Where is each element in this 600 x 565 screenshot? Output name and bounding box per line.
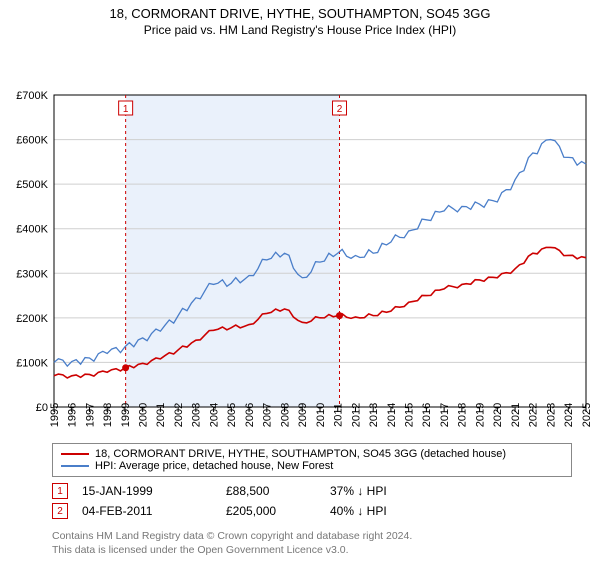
- svg-text:2010: 2010: [315, 403, 327, 427]
- svg-text:2008: 2008: [279, 403, 291, 427]
- page-container: 18, CORMORANT DRIVE, HYTHE, SOUTHAMPTON,…: [0, 0, 600, 557]
- license-text: Contains HM Land Registry data © Crown c…: [52, 529, 572, 557]
- svg-text:£300K: £300K: [16, 268, 48, 280]
- events-table: 1 15-JAN-1999 £88,500 37% ↓ HPI 2 04-FEB…: [52, 483, 572, 519]
- event-price: £205,000: [226, 504, 316, 518]
- svg-text:2006: 2006: [244, 403, 256, 427]
- event-price: £88,500: [226, 484, 316, 498]
- svg-text:2005: 2005: [226, 403, 238, 427]
- svg-text:2014: 2014: [386, 403, 398, 427]
- svg-text:2002: 2002: [173, 403, 185, 427]
- titles: 18, CORMORANT DRIVE, HYTHE, SOUTHAMPTON,…: [0, 0, 600, 37]
- svg-text:2019: 2019: [474, 403, 486, 427]
- event-date: 15-JAN-1999: [82, 484, 212, 498]
- svg-text:2023: 2023: [545, 403, 557, 427]
- svg-text:2: 2: [337, 104, 343, 115]
- svg-text:2022: 2022: [528, 403, 540, 427]
- event-pct: 40% ↓ HPI: [330, 504, 440, 518]
- svg-text:£200K: £200K: [16, 313, 48, 325]
- chart: £0 £100K £200K £300K £400K £500K £600K £700K 1 2 1…: [0, 37, 600, 437]
- svg-text:2021: 2021: [510, 403, 522, 427]
- svg-text:£100K: £100K: [16, 357, 48, 369]
- event-date: 04-FEB-2011: [82, 504, 212, 518]
- svg-text:1996: 1996: [67, 403, 79, 427]
- svg-text:1998: 1998: [102, 403, 114, 427]
- event-marker: 1: [52, 483, 68, 499]
- legend-label: HPI: Average price, detached house, New …: [95, 460, 333, 472]
- chart-svg: £0 £100K £200K £300K £400K £500K £600K £700K 1 2 1…: [0, 37, 600, 437]
- event-row: 1 15-JAN-1999 £88,500 37% ↓ HPI: [52, 483, 572, 499]
- svg-text:2000: 2000: [138, 403, 150, 427]
- svg-text:2011: 2011: [333, 403, 345, 427]
- legend-label: 18, CORMORANT DRIVE, HYTHE, SOUTHAMPTON,…: [95, 448, 506, 460]
- svg-text:2013: 2013: [368, 403, 380, 427]
- legend-swatch: [61, 465, 89, 467]
- svg-text:1999: 1999: [120, 403, 132, 427]
- svg-text:2025: 2025: [581, 403, 593, 427]
- svg-text:2004: 2004: [208, 403, 220, 427]
- svg-text:£500K: £500K: [16, 179, 48, 191]
- svg-text:2003: 2003: [191, 403, 203, 427]
- license-line-1: Contains HM Land Registry data © Crown c…: [52, 529, 572, 543]
- event-pct: 37% ↓ HPI: [330, 484, 440, 498]
- svg-text:1997: 1997: [84, 403, 96, 427]
- svg-text:2020: 2020: [492, 403, 504, 427]
- svg-text:2009: 2009: [297, 403, 309, 427]
- legend-swatch: [61, 453, 89, 455]
- svg-text:2017: 2017: [439, 403, 451, 427]
- svg-text:2015: 2015: [404, 403, 416, 427]
- svg-text:2016: 2016: [421, 403, 433, 427]
- svg-text:2012: 2012: [350, 403, 362, 427]
- svg-text:2007: 2007: [262, 403, 274, 427]
- svg-text:£700K: £700K: [16, 90, 48, 102]
- legend-row: HPI: Average price, detached house, New …: [61, 460, 563, 472]
- title-line-1: 18, CORMORANT DRIVE, HYTHE, SOUTHAMPTON,…: [0, 6, 600, 21]
- legend-row: 18, CORMORANT DRIVE, HYTHE, SOUTHAMPTON,…: [61, 448, 563, 460]
- svg-text:2001: 2001: [155, 403, 167, 427]
- license-line-2: This data is licensed under the Open Gov…: [52, 543, 572, 557]
- event-marker: 2: [52, 503, 68, 519]
- svg-text:£600K: £600K: [16, 135, 48, 147]
- legend: 18, CORMORANT DRIVE, HYTHE, SOUTHAMPTON,…: [52, 443, 572, 477]
- title-line-2: Price paid vs. HM Land Registry's House …: [0, 23, 600, 37]
- svg-text:2018: 2018: [457, 403, 469, 427]
- svg-text:£0: £0: [36, 402, 48, 414]
- svg-text:2024: 2024: [563, 403, 575, 427]
- svg-text:£400K: £400K: [16, 224, 48, 236]
- svg-text:1995: 1995: [49, 403, 61, 427]
- svg-text:1: 1: [123, 104, 129, 115]
- event-row: 2 04-FEB-2011 £205,000 40% ↓ HPI: [52, 503, 572, 519]
